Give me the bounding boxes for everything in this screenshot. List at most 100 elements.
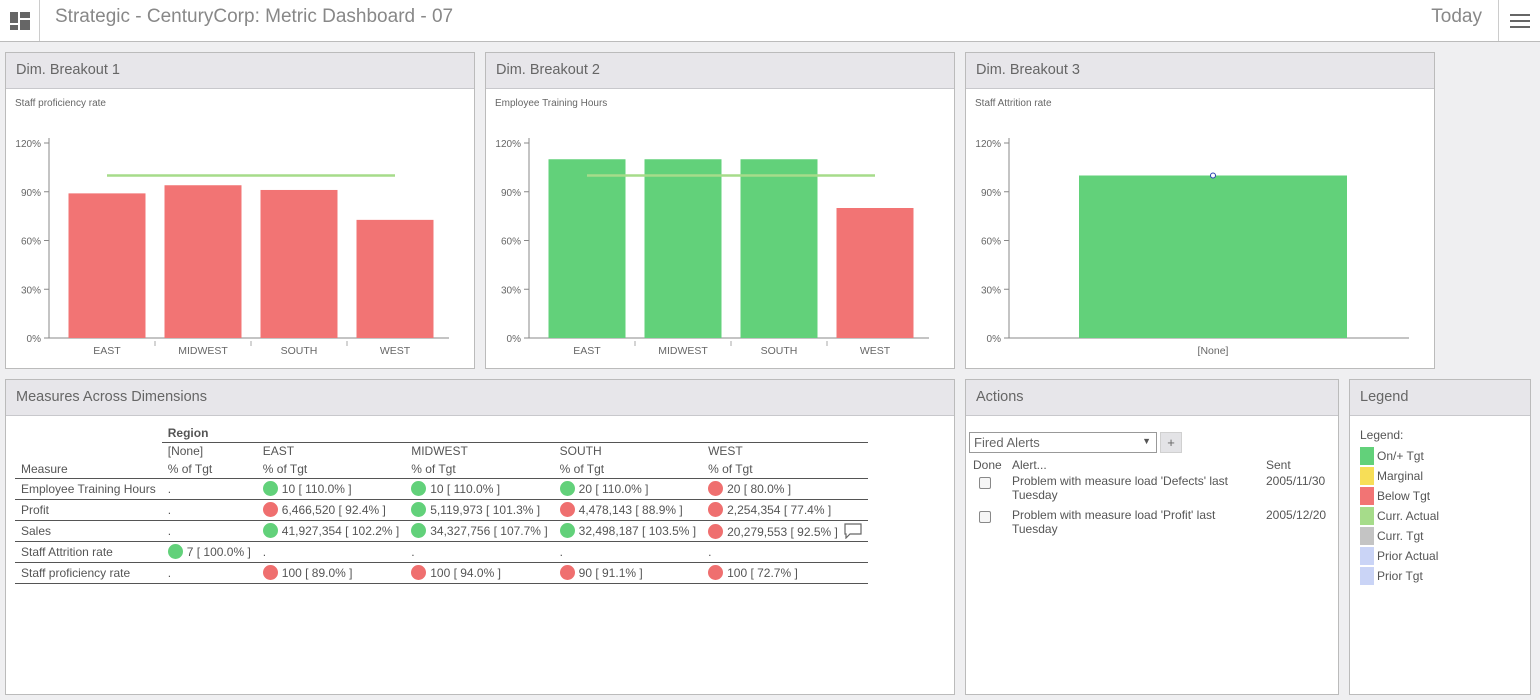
y-tick-label: 0%	[507, 334, 522, 345]
x-tick-label: SOUTH	[761, 345, 798, 357]
metric-cell[interactable]: .	[405, 540, 554, 562]
measure-name[interactable]: Employee Training Hours	[15, 477, 162, 499]
metric-cell[interactable]: .	[702, 540, 868, 562]
legend-label: Below Tgt	[1377, 489, 1431, 503]
metric-value: 6,466,520 [ 92.4% ]	[281, 503, 386, 517]
metric-value: .	[167, 502, 172, 517]
alerts-type-select[interactable]: Fired Alerts ▼	[969, 432, 1157, 453]
table-row: Staff Attrition rate 7 [ 100.0% ]....	[15, 540, 868, 562]
y-tick-label: 60%	[981, 237, 1001, 248]
metric-value: .	[167, 523, 172, 538]
metric-value: 32,498,187 [ 103.5% ]	[578, 524, 697, 538]
legend-swatch	[1360, 527, 1374, 545]
page-title: Strategic - CenturyCorp: Metric Dashboar…	[55, 6, 454, 27]
add-action-button[interactable]: +	[1160, 432, 1182, 453]
metric-cell[interactable]: .	[161, 561, 257, 584]
metric-cell[interactable]: 6,466,520 [ 92.4% ]	[256, 498, 406, 520]
measure-name[interactable]: Staff proficiency rate	[15, 561, 162, 584]
metric-cell[interactable]: .	[553, 540, 703, 562]
metric-cell[interactable]: 20 [ 110.0% ]	[553, 477, 703, 499]
legend-swatch	[1360, 567, 1374, 585]
metric-cell[interactable]: 34,327,756 [ 107.7% ]	[405, 519, 554, 541]
metric-value: .	[559, 544, 563, 559]
metric-cell[interactable]: 100 [ 72.7% ]	[702, 561, 868, 584]
comment-icon[interactable]	[844, 522, 862, 539]
metric-value: 20 [ 80.0% ]	[727, 482, 792, 496]
metric-value: 10 [ 110.0% ]	[281, 482, 352, 496]
metric-cell[interactable]: 90 [ 91.1% ]	[553, 561, 703, 584]
metric-value: 4,478,143 [ 88.9% ]	[578, 503, 683, 517]
metric-cell[interactable]: .	[256, 540, 406, 562]
bar	[68, 193, 146, 338]
legend-label: On/+ Tgt	[1377, 449, 1424, 463]
sub-header: % of Tgt	[559, 461, 605, 476]
table-row: Sales. 41,927,354 [ 102.2% ] 34,327,756 [ …	[15, 519, 868, 541]
metric-value: 34,327,756 [ 107.7% ]	[430, 524, 548, 538]
region-header: Region	[161, 424, 868, 443]
metric-cell[interactable]: .	[161, 477, 257, 499]
status-on-target-icon	[411, 523, 427, 538]
panel-title: Dim. Breakout 2	[486, 53, 954, 89]
panel-title: Dim. Breakout 1	[6, 53, 474, 89]
legend-item: Prior Tgt	[1360, 566, 1439, 586]
y-tick-label: 60%	[21, 237, 41, 248]
alert-text[interactable]: Problem with measure load 'Defects' last…	[1012, 474, 1229, 502]
measure-name[interactable]: Profit	[15, 498, 162, 520]
hamburger-menu-icon[interactable]	[1498, 0, 1540, 41]
metric-cell[interactable]: 4,478,143 [ 88.9% ]	[553, 498, 703, 520]
metric-cell[interactable]: .	[161, 498, 257, 520]
panel-measures-across-dimensions: Measures Across Dimensions Region [None]…	[5, 379, 955, 695]
metric-cell[interactable]: 10 [ 110.0% ]	[256, 477, 406, 499]
metric-cell[interactable]: 7 [ 100.0% ]	[161, 540, 257, 562]
metric-cell[interactable]: 10 [ 110.0% ]	[405, 477, 554, 499]
metric-cell[interactable]: 20 [ 80.0% ]	[702, 477, 868, 499]
alert-header: Alert...	[1012, 458, 1047, 472]
status-on-target-icon	[411, 502, 427, 517]
measure-name[interactable]: Sales	[15, 519, 162, 541]
metric-value: 41,927,354 [ 102.2% ]	[281, 524, 400, 538]
status-on-target-icon	[167, 544, 183, 559]
metric-cell[interactable]: 32,498,187 [ 103.5% ]	[553, 519, 703, 541]
status-on-target-icon	[411, 481, 427, 496]
alert-row: Problem with measure load 'Profit' last …	[973, 508, 1326, 542]
legend-label: Curr. Actual	[1377, 509, 1440, 523]
bar	[164, 185, 242, 338]
alerts-table: Done Alert... Sent Problem with measure …	[973, 458, 1326, 542]
metric-cell[interactable]: 2,254,354 [ 77.4% ]	[702, 498, 868, 520]
date-filter-today[interactable]: Today	[1431, 6, 1482, 27]
status-below-target-icon	[708, 502, 724, 517]
metric-value: 7 [ 100.0% ]	[186, 545, 251, 559]
metric-value: .	[708, 544, 712, 559]
metric-value: 20,279,553 [ 92.5% ]	[727, 524, 838, 539]
x-tick-label: EAST	[93, 345, 121, 357]
bar	[1079, 175, 1347, 338]
x-tick-label: [None]	[1198, 345, 1229, 357]
metric-cell[interactable]: 20,279,553 [ 92.5% ]	[702, 519, 868, 541]
y-tick-label: 90%	[21, 188, 41, 199]
metric-cell[interactable]: 100 [ 94.0% ]	[405, 561, 554, 584]
done-checkbox[interactable]	[979, 511, 991, 523]
chart-subtitle: Staff Attrition rate	[975, 98, 1052, 109]
sent-header: Sent	[1266, 458, 1291, 472]
metric-cell[interactable]: 100 [ 89.0% ]	[256, 561, 406, 584]
metric-cell[interactable]: .	[161, 519, 257, 541]
metric-value: 20 [ 110.0% ]	[578, 482, 649, 496]
y-tick-label: 90%	[501, 188, 521, 199]
status-on-target-icon	[559, 523, 575, 538]
panel-legend: Legend Legend: On/+ Tgt Marginal Below Tgt…	[1349, 379, 1531, 695]
sub-header: % of Tgt	[708, 461, 753, 476]
dashboard-grid-icon[interactable]	[0, 0, 40, 41]
measure-name[interactable]: Staff Attrition rate	[15, 540, 162, 562]
metric-cell[interactable]: 41,927,354 [ 102.2% ]	[256, 519, 406, 541]
sub-header: % of Tgt	[411, 461, 456, 476]
dropdown-arrow-icon: ▼	[1142, 436, 1151, 446]
alert-text[interactable]: Problem with measure load 'Profit' last …	[1012, 508, 1216, 536]
status-below-target-icon	[559, 502, 575, 517]
x-tick-label: EAST	[573, 345, 601, 357]
legend-item: On/+ Tgt	[1360, 446, 1439, 466]
metric-cell[interactable]: 5,119,973 [ 101.3% ]	[405, 498, 554, 520]
bar	[644, 159, 722, 338]
panel-actions: Actions Fired Alerts ▼ + Done Alert... S…	[965, 379, 1339, 695]
legend-label: Prior Tgt	[1377, 569, 1423, 583]
done-checkbox[interactable]	[979, 477, 991, 489]
